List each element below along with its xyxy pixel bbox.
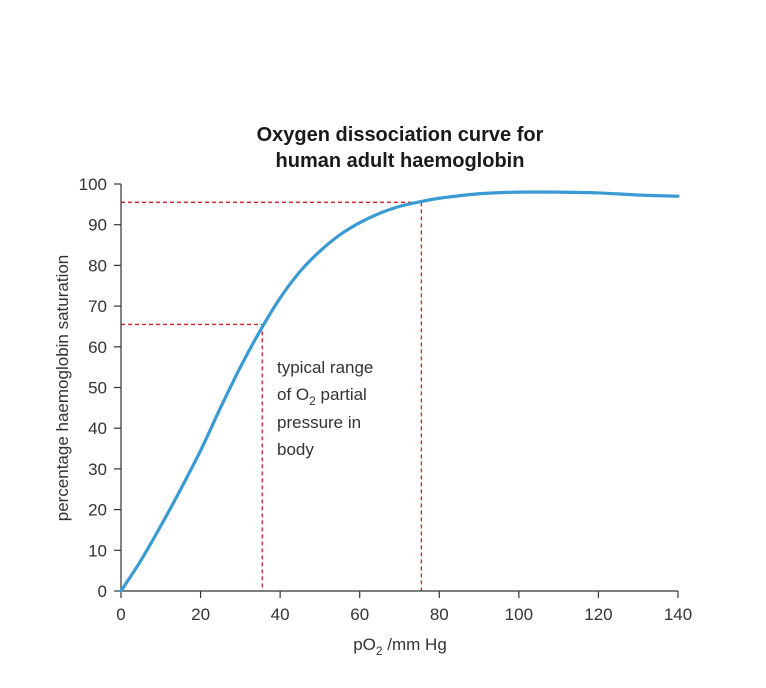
saturation-curve (119, 190, 680, 593)
x-axis-label: pO2 /mm Hg (353, 635, 447, 658)
x-tick-label: 60 (350, 605, 369, 624)
chart-title-line-2: human adult haemoglobin (276, 150, 525, 172)
y-tick-label: 40 (88, 419, 107, 438)
y-tick-label: 10 (88, 541, 107, 560)
y-tick-label: 100 (79, 175, 107, 194)
annotation-line-2: of O2 partial (277, 385, 367, 408)
y-tick-label: 0 (98, 582, 107, 601)
y-ticks: 0 10 20 30 40 50 60 70 80 90 100 (79, 175, 121, 601)
annotation-line-2-post: partial (316, 385, 367, 404)
x-axis-label-subscript: 2 (376, 644, 383, 658)
y-tick-label: 90 (88, 216, 107, 235)
annotation-line-3: pressure in (277, 413, 361, 432)
annotation-line-2-pre: of O (277, 385, 309, 404)
x-tick-label: 20 (191, 605, 210, 624)
x-tick-label: 140 (664, 605, 692, 624)
y-tick-label: 70 (88, 297, 107, 316)
annotation-line-1: typical range (277, 358, 373, 377)
x-tick-label: 0 (116, 605, 125, 624)
y-tick-label: 30 (88, 460, 107, 479)
body-range-annotation: typical range of O2 partial pressure in … (277, 358, 373, 459)
chart-title-line-1: Oxygen dissociation curve for (257, 124, 544, 146)
y-tick-label: 50 (88, 379, 107, 398)
x-ticks: 0 20 40 60 80 100 120 140 (116, 591, 692, 624)
x-tick-label: 100 (505, 605, 533, 624)
x-tick-label: 80 (430, 605, 449, 624)
annotation-line-2-sub: 2 (309, 394, 316, 408)
x-axis-label-unit: /mm Hg (383, 635, 447, 654)
y-axis-label: percentage haemoglobin saturation (53, 255, 72, 522)
y-tick-label: 80 (88, 256, 107, 275)
reference-guides (121, 201, 423, 591)
annotation-line-4: body (277, 440, 314, 459)
x-axis-label-main: pO (353, 635, 376, 654)
x-tick-label: 40 (271, 605, 290, 624)
y-tick-label: 60 (88, 338, 107, 357)
y-tick-label: 20 (88, 501, 107, 520)
x-tick-label: 120 (584, 605, 612, 624)
